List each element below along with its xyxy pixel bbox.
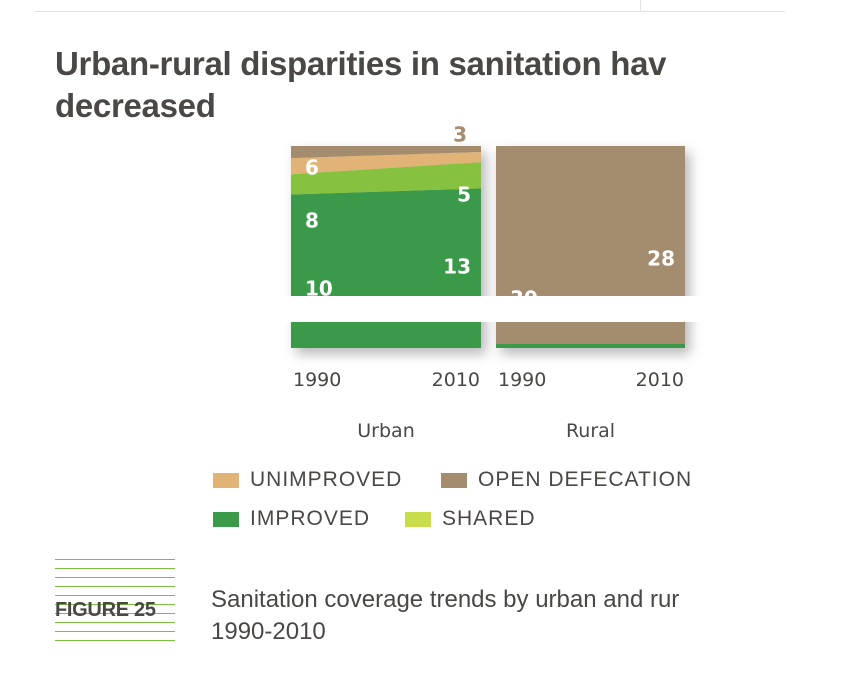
legend-label-shared: SHARED	[442, 507, 536, 530]
legend-label-improved: IMPROVED	[250, 507, 371, 530]
page-content: Urban-rural disparities in sanitation ha…	[55, 43, 785, 648]
title-line-2: decreased	[55, 87, 216, 124]
top-tick	[640, 0, 641, 11]
figure-label: FIGURE 25	[55, 599, 156, 621]
legend-label-open-defecation: OPEN DEFECATION	[478, 468, 693, 491]
urban-label-open-defecation-2010: 3	[453, 123, 467, 147]
urban-label-shared-2010: 13	[443, 255, 471, 279]
urban-area-open-defecation	[291, 146, 481, 159]
urban-panel-label: Urban	[357, 420, 414, 442]
urban-tick-1990: 1990	[293, 369, 341, 391]
title-line-1: Urban-rural disparities in sanitation ha…	[55, 45, 667, 82]
legend-label-unimproved: UNIMPROVED	[250, 468, 403, 491]
caption-line-1: Sanitation coverage trends by urban and …	[211, 586, 680, 613]
figure-rule-lines	[55, 559, 175, 647]
urban-label-unimproved-2010: 5	[457, 183, 471, 207]
rural-area-open-defecation	[496, 146, 685, 344]
urban-label-open-defecation-1990: 6	[305, 156, 319, 180]
legend-swatch-improved	[213, 512, 239, 527]
rural-label-open-defecation-2010: 28	[647, 247, 675, 271]
legend-swatch-open-defecation	[441, 473, 467, 488]
urban-tick-2010: 2010	[432, 369, 480, 391]
rural-tick-1990: 1990	[498, 369, 546, 391]
occlusion-band	[270, 296, 720, 322]
urban-area-shared	[291, 162, 481, 195]
figure-caption: Sanitation coverage trends by urban and …	[211, 584, 679, 648]
top-rule	[35, 11, 785, 12]
legend-swatch-unimproved	[213, 473, 239, 488]
panel-rural	[496, 146, 685, 348]
urban-area-unimproved	[291, 152, 481, 175]
urban-label-unimproved-1990: 8	[305, 209, 319, 233]
rural-area-improved	[496, 343, 685, 348]
legend-swatch-shared	[405, 512, 431, 527]
caption-line-2: 1990-2010	[211, 618, 326, 645]
rural-tick-2010: 2010	[636, 369, 684, 391]
chart-title: Urban-rural disparities in sanitation ha…	[55, 43, 785, 127]
rural-panel-label: Rural	[566, 420, 615, 442]
